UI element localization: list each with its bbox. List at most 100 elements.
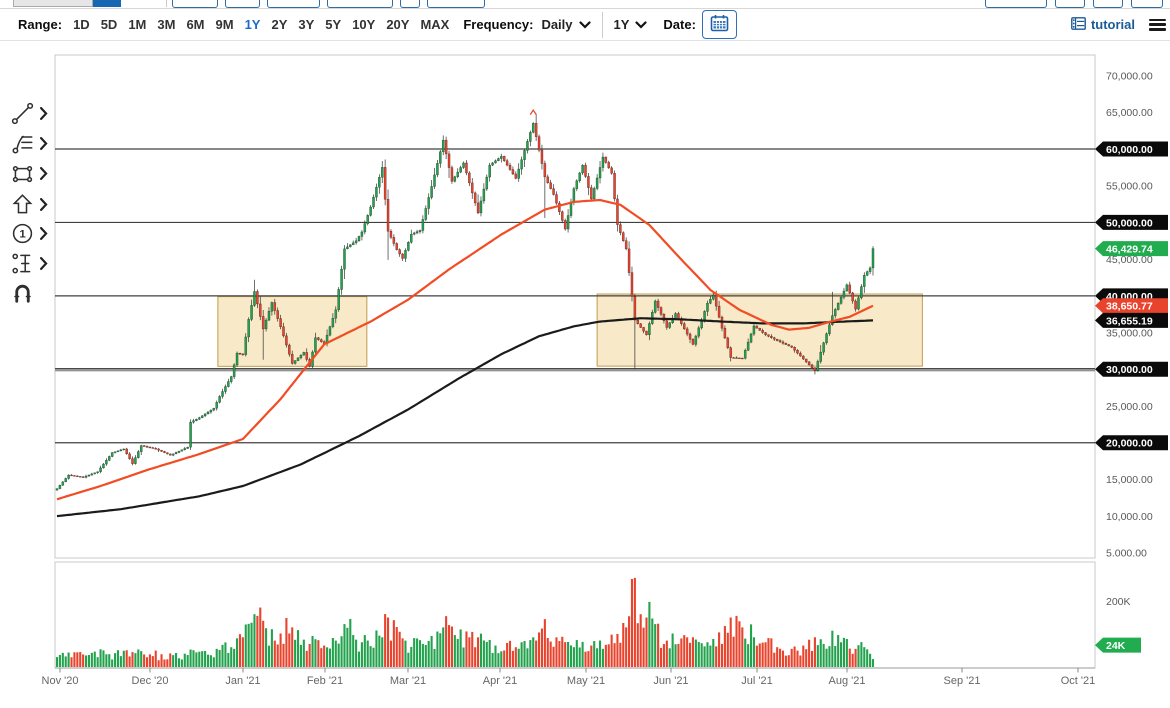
cutoff-button[interactable]: [427, 0, 485, 8]
cutoff-symbol-input[interactable]: [13, 0, 93, 7]
x-axis-label: Apr '21: [483, 675, 518, 687]
cutoff-toolbar-strip: [0, 0, 1170, 9]
y-axis-label-70000: 70,000.00: [1106, 70, 1153, 82]
range-label: Range:: [18, 17, 63, 32]
tutorial-button[interactable]: tutorial: [1066, 16, 1135, 33]
level-badge-20000-label: 20,000.00: [1106, 438, 1153, 450]
range-item-1y[interactable]: 1Y: [244, 17, 261, 32]
measure-tool[interactable]: [10, 251, 35, 276]
range-item-5d[interactable]: 5D: [100, 17, 118, 32]
cutoff-button[interactable]: [1131, 0, 1163, 8]
y-axis-label-35000: 35,000.00: [1106, 327, 1153, 339]
cutoff-button[interactable]: [985, 0, 1047, 8]
frequency-select[interactable]: Daily: [541, 17, 573, 32]
cutoff-button[interactable]: [327, 0, 393, 8]
last-price-badge: [1095, 241, 1168, 257]
menu-icon[interactable]: [1149, 18, 1166, 31]
arrow-tool[interactable]: [10, 192, 35, 217]
x-axis-label: Dec '20: [132, 675, 169, 687]
x-axis-label: Feb '21: [307, 675, 343, 687]
cutoff-button[interactable]: [1093, 0, 1123, 8]
x-axis-label: May '21: [567, 675, 605, 687]
frequency-group: Frequency: Daily: [463, 17, 591, 32]
volume-badge-label: 24K: [1106, 640, 1126, 652]
level-badge-60000-label: 60,000.00: [1106, 144, 1153, 156]
svg-text:1: 1: [19, 229, 26, 241]
cutoff-button[interactable]: [225, 0, 260, 8]
tutorial-label: tutorial: [1090, 17, 1135, 32]
chart-toolbar: Range: 1D 5D 1M 3M 6M 9M 1Y 2Y 3Y 5Y 10Y 20Y MAX Fre…: [0, 9, 1170, 41]
range-item-2y[interactable]: 2Y: [271, 17, 288, 32]
range-item-3y[interactable]: 3Y: [298, 17, 315, 32]
magnet-tool[interactable]: [10, 280, 35, 305]
ma-fast-line: [56, 198, 874, 501]
cutoff-button[interactable]: [1055, 0, 1085, 8]
x-axis-label: Mar '21: [390, 675, 426, 687]
rectangle-shape-tool[interactable]: [10, 161, 35, 186]
date-label: Date:: [663, 17, 696, 32]
x-axis-label: Jun '21: [653, 675, 688, 687]
range-item-9m[interactable]: 9M: [215, 17, 234, 32]
y-axis-label-45000: 45,000.00: [1106, 254, 1153, 266]
range-item-10y[interactable]: 10Y: [352, 17, 376, 32]
range-item-1d[interactable]: 1D: [73, 17, 90, 32]
range-item-3m[interactable]: 3M: [157, 17, 176, 32]
x-axis-label: Oct '21: [1061, 675, 1096, 687]
level-badge-20000: [1095, 435, 1168, 451]
level-badge-50000: [1095, 214, 1168, 230]
level-badge-50000-label: 50,000.00: [1106, 217, 1153, 229]
chevron-right-icon[interactable]: [39, 227, 48, 240]
candles: [55, 113, 875, 491]
chevron-down-icon[interactable]: [578, 17, 591, 32]
x-axis-label: Jul '21: [741, 675, 772, 687]
cutoff-primary-button[interactable]: [93, 0, 121, 7]
fibonacci-lines-icon: [12, 135, 33, 154]
magnet-icon: [14, 284, 31, 303]
last-price-badge-label: 46,429.74: [1106, 244, 1153, 256]
annotation-number-icon: 1: [12, 223, 33, 244]
chevron-right-icon[interactable]: [39, 137, 48, 150]
chevron-right-icon[interactable]: [39, 107, 48, 120]
volume-axis-label: 200K: [1106, 596, 1131, 608]
trend-line-icon: [11, 102, 34, 125]
cutoff-button[interactable]: [400, 0, 420, 8]
volume-bars: [55, 577, 875, 667]
annotation-number-tool[interactable]: 1: [10, 221, 35, 246]
divider: [601, 11, 603, 38]
range-item-5y[interactable]: 5Y: [325, 17, 342, 32]
divider: [166, 0, 167, 7]
volume-pane[interactable]: [54, 561, 1096, 669]
chevron-right-icon[interactable]: [39, 167, 48, 180]
trend-line-tool[interactable]: [10, 101, 35, 126]
toolbar-right-group: tutorial: [1066, 16, 1166, 33]
y-axis-label-65000: 65,000.00: [1106, 107, 1153, 119]
fibonacci-lines-tool[interactable]: [10, 131, 35, 156]
y-axis-label-55000: 55,000.00: [1106, 181, 1153, 193]
range-item-max[interactable]: MAX: [420, 17, 450, 32]
measure-icon: [12, 253, 31, 274]
range-item-1m[interactable]: 1M: [128, 17, 147, 32]
cutoff-button[interactable]: [172, 0, 218, 8]
cutoff-button[interactable]: [267, 0, 320, 8]
price-pane[interactable]: [54, 54, 1096, 559]
candlestick-chart[interactable]: 70,000.00 65,000.00 55,000.00 45,000.00 35,0…: [0, 40, 1170, 708]
x-axis-label: Sep '21: [944, 675, 981, 687]
film-icon: [1071, 16, 1086, 33]
range-item-6m[interactable]: 6M: [186, 17, 205, 32]
range-item-20y[interactable]: 20Y: [386, 17, 410, 32]
x-axis-label: Aug '21: [829, 675, 866, 687]
volume-badge: [1095, 637, 1141, 653]
ma-slow-value-badge-label: 36,655.19: [1106, 315, 1153, 327]
calendar-button[interactable]: [701, 10, 737, 39]
y-axis-label-15000: 15,000.00: [1106, 474, 1153, 486]
rectangle-shape-icon: [12, 166, 33, 183]
chevron-down-icon[interactable]: [635, 17, 648, 32]
y-axis-label-10000: 10,000.00: [1106, 511, 1153, 523]
x-axis-label: Jan '21: [225, 675, 260, 687]
x-axis-label: Nov '20: [42, 675, 79, 687]
period-select[interactable]: 1Y: [613, 17, 630, 32]
chevron-right-icon[interactable]: [39, 198, 48, 211]
chevron-right-icon[interactable]: [39, 257, 48, 270]
frequency-label: Frequency:: [463, 17, 534, 32]
